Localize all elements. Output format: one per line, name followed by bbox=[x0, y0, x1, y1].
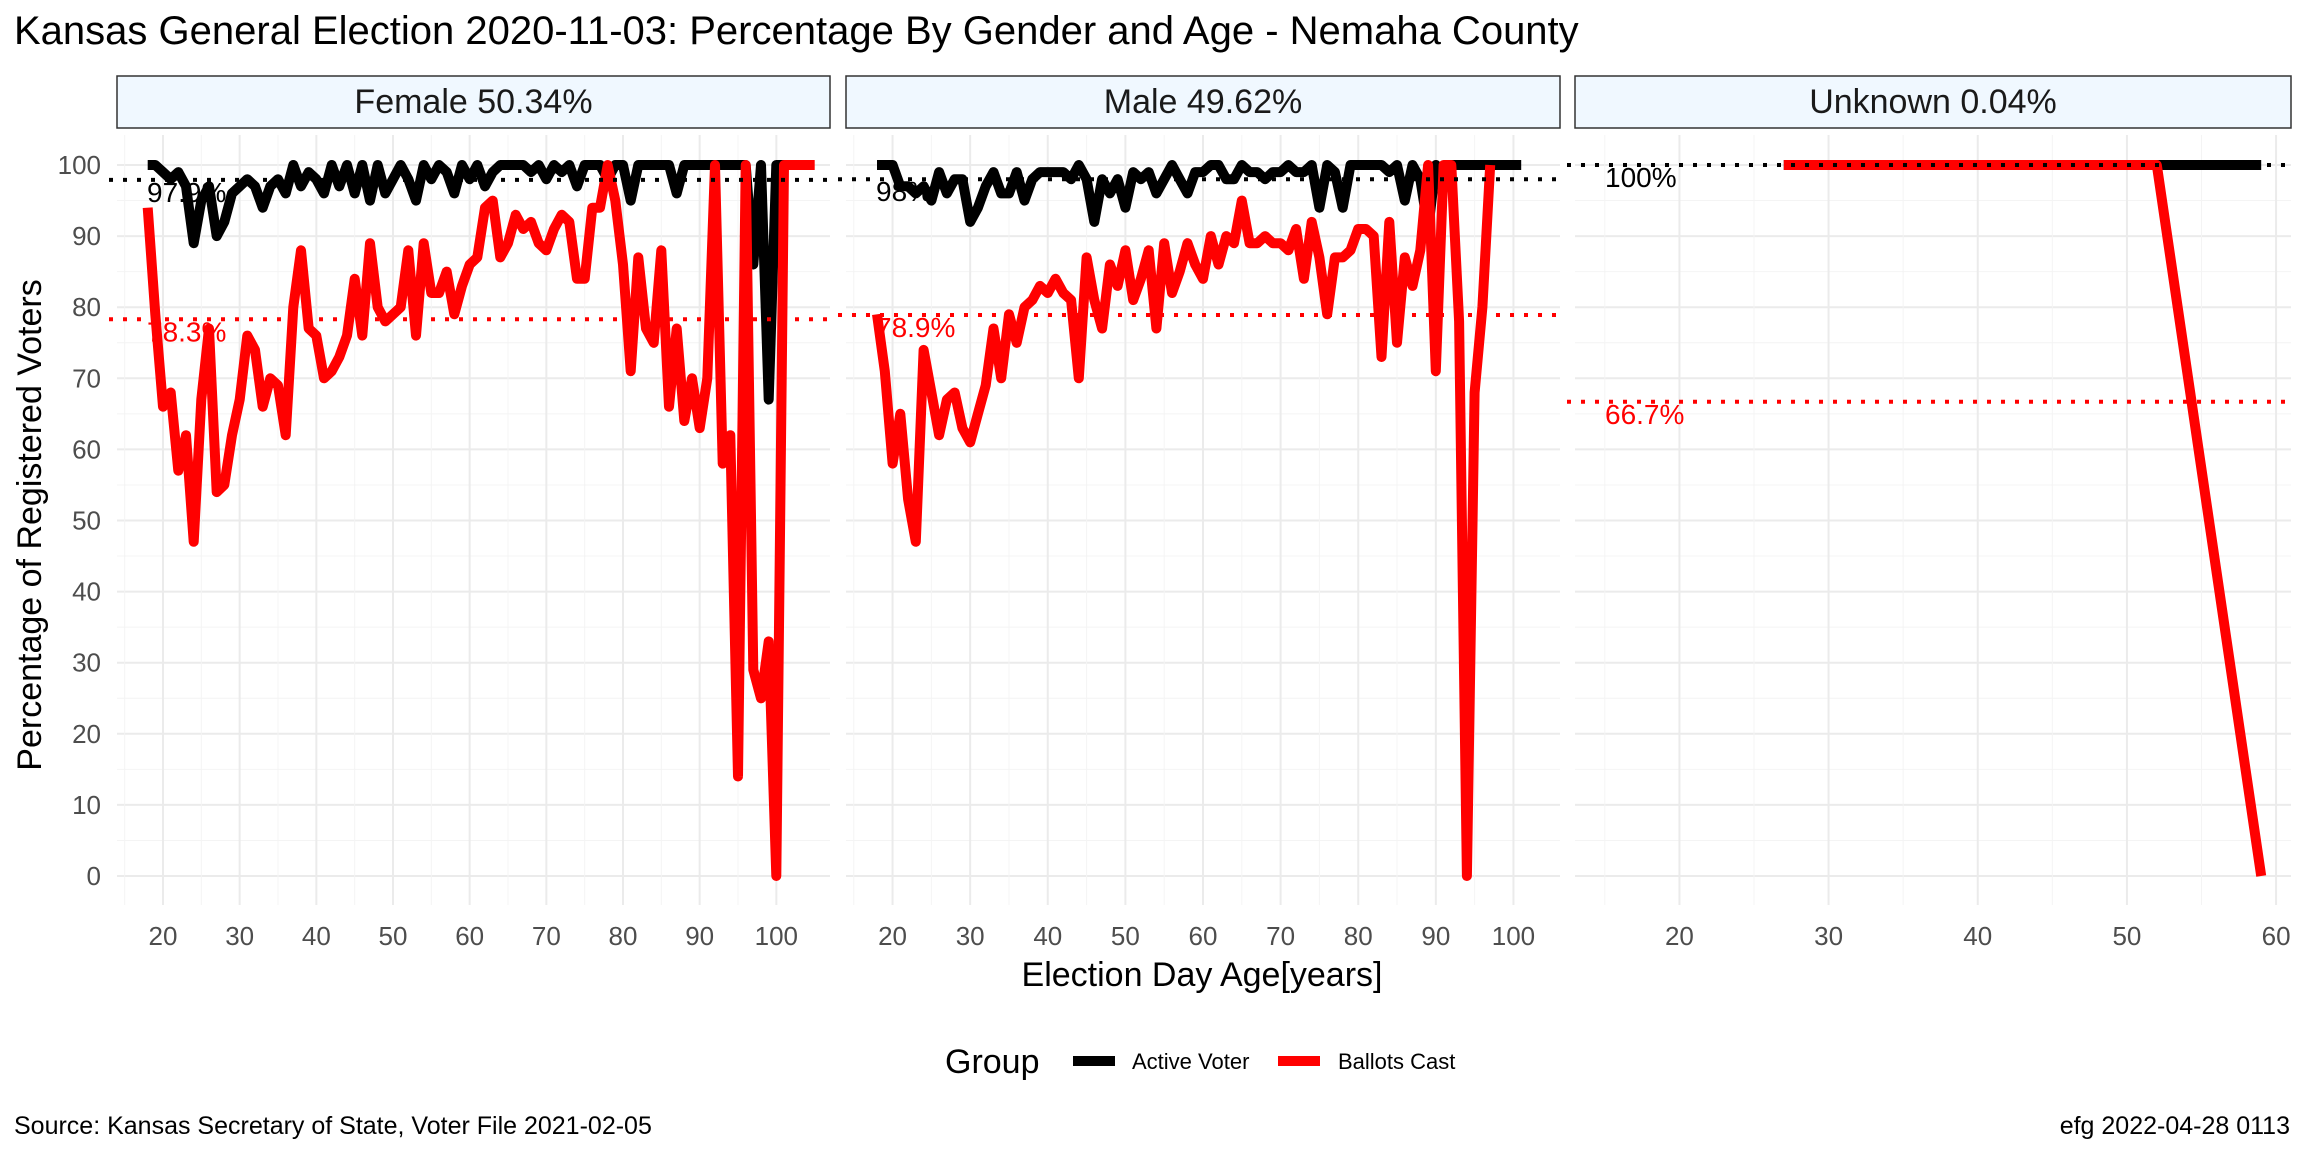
y-tick-label: 20 bbox=[72, 719, 101, 749]
x-tick-label: 100 bbox=[1492, 921, 1535, 951]
y-tick-label: 40 bbox=[72, 577, 101, 607]
series-line-active-voter bbox=[877, 160, 1522, 234]
x-tick-label: 20 bbox=[1665, 921, 1694, 951]
series-line-ballots-cast bbox=[872, 160, 1496, 881]
x-tick-label: 60 bbox=[2262, 921, 2291, 951]
y-tick-label: 70 bbox=[72, 363, 101, 393]
legend: Group Active Voter Ballots Cast bbox=[945, 1043, 1455, 1081]
facet-strip bbox=[1574, 75, 2292, 129]
x-tick-label: 20 bbox=[878, 921, 907, 951]
x-tick-label: 30 bbox=[225, 921, 254, 951]
x-tick-label: 90 bbox=[685, 921, 714, 951]
facet-strip-label: Unknown 0.04% bbox=[1809, 83, 2057, 121]
facet-strip bbox=[116, 75, 831, 129]
series-line-active-voter bbox=[147, 160, 807, 405]
reference-label-ballots-cast: 66.7% bbox=[1605, 399, 1684, 430]
chart-title: Kansas General Election 2020-11-03: Perc… bbox=[14, 9, 1579, 53]
legend-label-active-voter: Active Voter bbox=[1132, 1049, 1249, 1074]
x-tick-label: 50 bbox=[2112, 921, 2141, 951]
y-tick-label: 100 bbox=[58, 150, 101, 180]
facet-strip bbox=[845, 75, 1561, 129]
legend-label-ballots-cast: Ballots Cast bbox=[1338, 1049, 1455, 1074]
facet-panel-3: Unknown 0.04% 20 30 40 50 60 100% 66.7% bbox=[1567, 75, 2292, 951]
y-tick-label: 60 bbox=[72, 434, 101, 464]
reference-label-active-voter: 98% bbox=[876, 176, 932, 207]
facet-strip-label: Female 50.34% bbox=[354, 83, 592, 121]
reference-label-ballots-cast: 78.3% bbox=[147, 316, 226, 347]
facet-strip-label: Male 49.62% bbox=[1104, 83, 1302, 121]
x-tick-label: 40 bbox=[302, 921, 331, 951]
x-tick-label: 30 bbox=[956, 921, 985, 951]
y-tick-label: 0 bbox=[87, 861, 101, 891]
x-tick-label: 80 bbox=[1344, 921, 1373, 951]
series-line-ballots-cast bbox=[142, 160, 815, 881]
x-tick-label: 40 bbox=[1963, 921, 1992, 951]
x-tick-label: 60 bbox=[455, 921, 484, 951]
x-tick-label: 60 bbox=[1189, 921, 1218, 951]
x-tick-label: 100 bbox=[755, 921, 798, 951]
x-tick-label: 50 bbox=[1111, 921, 1140, 951]
facet-panels: Female 50.34% 0 10 20 30 40 50 60 70 80 90 100 20 30 4… bbox=[58, 75, 2292, 951]
x-axis-title: Election Day Age[years] bbox=[1022, 956, 1383, 994]
y-tick-label: 30 bbox=[72, 648, 101, 678]
y-tick-label: 10 bbox=[72, 790, 101, 820]
x-tick-label: 70 bbox=[1266, 921, 1295, 951]
x-tick-label: 20 bbox=[149, 921, 178, 951]
y-tick-label: 90 bbox=[72, 221, 101, 251]
x-tick-label: 70 bbox=[532, 921, 561, 951]
reference-label-ballots-cast: 78.9% bbox=[876, 312, 955, 343]
x-tick-label: 80 bbox=[609, 921, 638, 951]
y-axis-title: Percentage of Registered Voters bbox=[11, 279, 49, 770]
date-caption: efg 2022-04-28 0113 bbox=[2060, 1112, 2290, 1140]
y-tick-label: 80 bbox=[72, 292, 101, 322]
x-tick-label: 90 bbox=[1421, 921, 1450, 951]
source-caption: Source: Kansas Secretary of State, Voter… bbox=[14, 1112, 652, 1140]
facet-panel-1: Female 50.34% 0 10 20 30 40 50 60 70 80 90 100 20 30 4… bbox=[58, 75, 831, 951]
facet-panel-2: Male 49.62% 20 30 40 50 60 70 80 90 100 98% 78.9% bbox=[838, 75, 1561, 951]
reference-label-active-voter: 100% bbox=[1605, 162, 1677, 193]
x-tick-label: 40 bbox=[1033, 921, 1062, 951]
x-tick-label: 30 bbox=[1814, 921, 1843, 951]
reference-label-active-voter: 97.9% bbox=[147, 177, 226, 208]
x-tick-label: 50 bbox=[379, 921, 408, 951]
legend-title: Group bbox=[945, 1043, 1040, 1081]
y-tick-label: 50 bbox=[72, 506, 101, 536]
